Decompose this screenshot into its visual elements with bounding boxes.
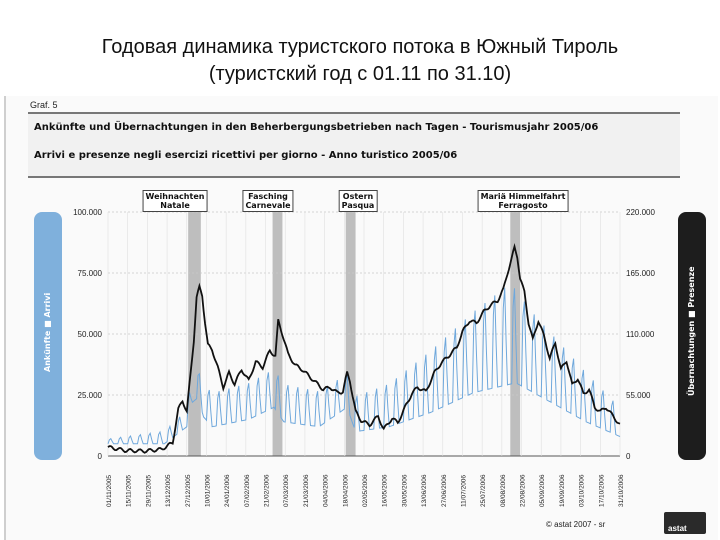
x-tick-label: 19/09/2006 <box>559 474 566 507</box>
holiday-label-line: Fasching <box>248 192 288 201</box>
figure-header-band <box>28 112 680 178</box>
slide-title-line1: Годовая динамика туристского потока в Юж… <box>101 36 619 58</box>
holiday-label: Ostern Pasqua <box>338 190 378 212</box>
right-tick-label: 110.000 <box>626 330 655 339</box>
x-tick-label: 04/04/2006 <box>323 474 330 507</box>
x-tick-label: 17/10/2006 <box>598 474 605 507</box>
x-tick-label: 03/10/2006 <box>579 474 586 507</box>
holiday-label-line: Natale <box>160 201 190 210</box>
x-tick-label: 27/12/2005 <box>185 474 192 507</box>
x-tick-label: 13/06/2006 <box>421 474 428 507</box>
right-axis-bar <box>678 212 706 460</box>
holiday-label-line: Pasqua <box>341 201 375 210</box>
left-tick-label: 75.000 <box>78 269 103 278</box>
x-tick-label: 25/07/2006 <box>480 474 487 507</box>
right-tick-label: 165.000 <box>626 269 655 278</box>
series-arrivi-line <box>107 287 621 445</box>
holiday-label: Fasching Carnevale <box>242 190 294 212</box>
holiday-label: Weihnachten Natale <box>142 190 208 212</box>
holiday-label-line: Weihnachten <box>145 192 205 201</box>
x-tick-label: 24/01/2006 <box>224 474 231 507</box>
x-tick-label: 01/11/2005 <box>106 475 113 507</box>
x-tick-label: 08/08/2006 <box>500 474 507 507</box>
x-tick-label: 11/07/2006 <box>460 475 467 507</box>
x-tick-label: 07/02/2006 <box>244 474 251 507</box>
x-tick-label: 22/08/2006 <box>520 474 527 507</box>
x-tick-label: 27/06/2006 <box>441 474 448 507</box>
x-tick-label: 31/10/2006 <box>618 474 625 507</box>
x-tick-label: 29/11/2005 <box>145 475 152 507</box>
left-axis-bar <box>34 212 62 460</box>
x-tick-label: 21/02/2006 <box>264 474 271 507</box>
holiday-band <box>345 208 356 456</box>
copyright-footer: © astat 2007 - sr <box>546 520 606 529</box>
holiday-label-line: Ferragosto <box>498 201 548 210</box>
x-tick-label: 05/09/2006 <box>539 474 546 507</box>
left-tick-label: 50.000 <box>78 330 103 339</box>
x-tick-label: 13/12/2005 <box>165 474 172 507</box>
series-presenze-line <box>107 242 621 454</box>
holiday-label-line: Carnevale <box>245 201 291 210</box>
x-tick-label: 16/05/2006 <box>382 474 389 507</box>
astat-logo-text: astat <box>668 524 687 533</box>
x-tick-label: 21/03/2006 <box>303 474 310 507</box>
figure-title-italian: Arrivi e presenze negli esercizi ricetti… <box>34 150 458 161</box>
astat-logo <box>664 512 706 534</box>
right-tick-label: 55.000 <box>626 391 651 400</box>
right-tick-label: 220.000 <box>626 208 655 217</box>
x-tick-label: 02/05/2006 <box>362 474 369 507</box>
left-tick-label: 0 <box>98 452 103 461</box>
left-tick-label: 25.000 <box>78 391 103 400</box>
slide-title-line2: (туристский год с 01.11 по 31.10) <box>208 63 512 85</box>
right-tick-label: 0 <box>626 452 631 461</box>
holiday-label-line: Ostern <box>342 192 374 201</box>
figure-title-german: Ankünfte und Übernachtungen in den Beher… <box>34 122 599 133</box>
slide-title: Годовая динамика туристского потока в Юж… <box>0 34 720 88</box>
x-tick-label: 30/05/2006 <box>401 474 408 507</box>
holiday-label: Mariä Himmelfahrt Ferragosto <box>477 190 569 212</box>
holiday-label-line: Mariä Himmelfahrt <box>480 192 566 201</box>
x-tick-label: 15/11/2005 <box>126 475 133 507</box>
figure-number: Graf. 5 <box>30 100 58 110</box>
left-tick-label: 100.000 <box>73 208 102 217</box>
x-tick-label: 07/03/2006 <box>283 474 290 507</box>
x-tick-label: 18/04/2006 <box>342 474 349 507</box>
x-tick-label: 10/01/2006 <box>204 474 211 507</box>
